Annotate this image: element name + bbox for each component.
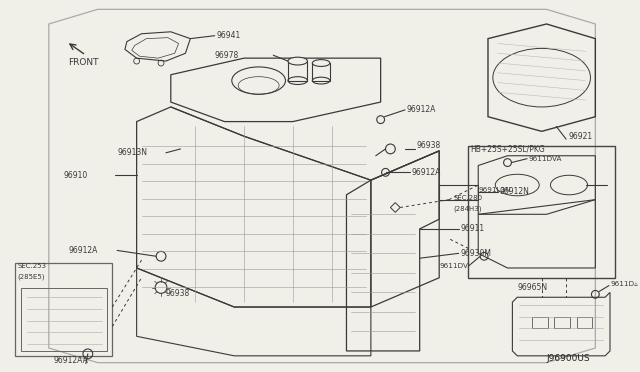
Text: SEC.253: SEC.253 — [17, 263, 47, 269]
Text: 96912N: 96912N — [500, 187, 529, 196]
Text: 9611DV: 9611DV — [439, 263, 468, 269]
Text: 96911: 96911 — [461, 224, 484, 234]
Text: 96965N: 96965N — [517, 283, 547, 292]
Text: 96978: 96978 — [214, 51, 239, 60]
Text: FRONT: FRONT — [68, 58, 99, 67]
Text: 96912AA: 96912AA — [54, 356, 88, 365]
Text: 96938: 96938 — [166, 289, 190, 298]
Text: 9691L3N: 9691L3N — [479, 187, 511, 193]
Text: 96912A: 96912A — [407, 105, 436, 114]
Text: 96910: 96910 — [63, 171, 88, 180]
Bar — [554, 317, 570, 328]
Text: HB+25S+25SL/PKG: HB+25S+25SL/PKG — [470, 144, 545, 153]
Text: 96912A: 96912A — [412, 168, 441, 177]
Text: 96941: 96941 — [217, 31, 241, 40]
Text: (285E5): (285E5) — [17, 273, 45, 280]
Text: 96912A: 96912A — [68, 246, 98, 255]
Text: 96921: 96921 — [568, 132, 592, 141]
Text: 96913N: 96913N — [117, 148, 147, 157]
Ellipse shape — [312, 60, 330, 67]
Text: 9611D▵: 9611D▵ — [611, 280, 639, 286]
Bar — [532, 317, 548, 328]
Text: (284H3): (284H3) — [454, 205, 483, 212]
Bar — [577, 317, 593, 328]
Text: 9611DVA: 9611DVA — [529, 155, 563, 162]
Text: SEC.280: SEC.280 — [454, 195, 483, 201]
Ellipse shape — [288, 57, 307, 65]
Text: 96938: 96938 — [417, 141, 441, 151]
Text: 96930M: 96930M — [461, 249, 492, 258]
Bar — [468, 146, 615, 278]
Text: J96900US: J96900US — [547, 354, 590, 363]
Bar — [15, 263, 112, 356]
